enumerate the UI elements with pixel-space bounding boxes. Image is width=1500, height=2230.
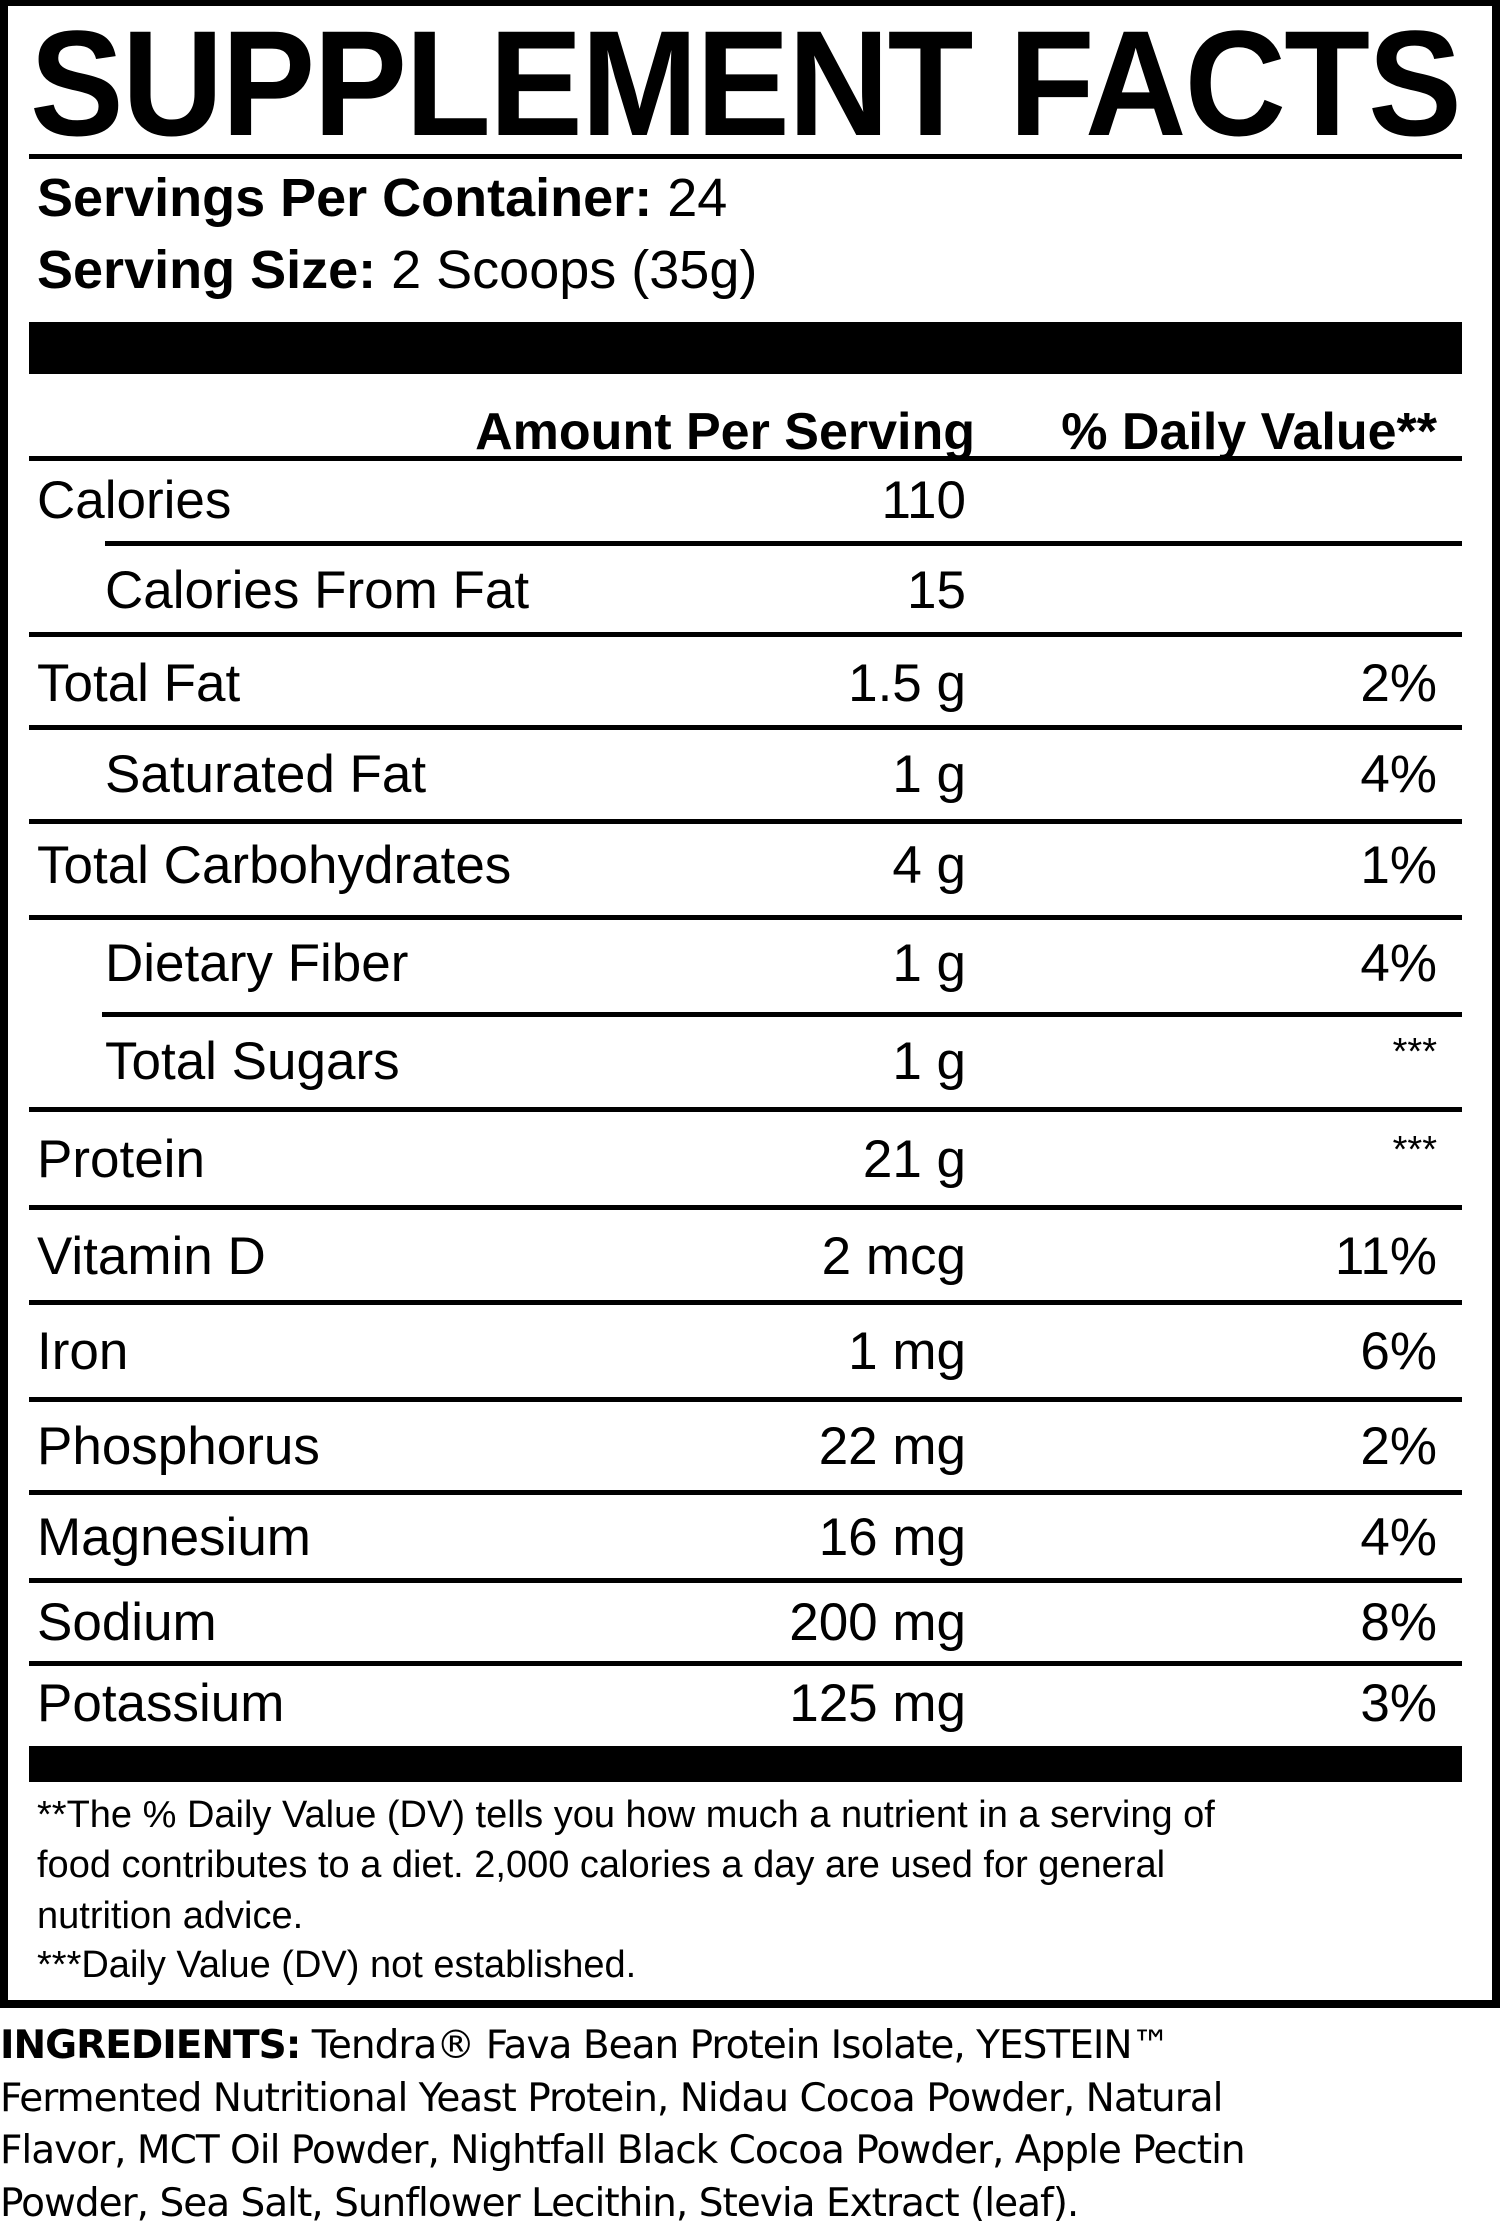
nutrient-name: Potassium [37,1674,285,1733]
nutrient-amount: 4 g [892,836,966,895]
nutrient-amount: 15 [907,561,966,620]
servings-per-container-value: 24 [667,168,728,228]
divider [29,915,1462,920]
nutrient-amount: 1 mg [848,1322,966,1381]
nutrient-row: Protein 21 g *** [0,1130,1500,1190]
nutrient-amount: 1 g [892,934,966,993]
serving-size-value: 2 Scoops (35g) [391,240,758,300]
nutrient-daily-value: 1% [1360,836,1437,895]
divider [29,1578,1462,1583]
nutrient-amount: 1 g [892,1032,966,1091]
nutrient-row: Calories From Fat 15 [0,561,1500,621]
nutrient-daily-value: 8% [1360,1593,1437,1652]
nutrient-daily-value: 4% [1360,1508,1437,1567]
ingredients: INGREDIENTS: Tendra® Fava Bean Protein I… [0,2020,1246,2230]
divider [29,725,1462,730]
nutrient-name: Vitamin D [37,1227,266,1286]
nutrient-daily-value: 6% [1360,1322,1437,1381]
nutrient-row: Magnesium 16 mg 4% [0,1508,1500,1568]
nutrient-amount: 200 mg [789,1593,966,1652]
nutrient-daily-value: 2% [1360,654,1437,713]
supplement-facts-panel [0,0,1500,2008]
nutrient-amount: 16 mg [818,1508,966,1567]
nutrient-amount: 1 g [892,745,966,804]
divider [29,1205,1462,1210]
thick-divider [29,322,1462,374]
nutrient-amount: 110 [881,471,967,530]
nutrient-row: Total Fat 1.5 g 2% [0,654,1500,714]
nutrient-row: Saturated Fat 1 g 4% [0,745,1500,805]
nutrient-name: Iron [37,1322,129,1381]
nutrient-daily-value: 4% [1360,745,1437,804]
nutrient-name: Phosphorus [37,1417,320,1476]
nutrient-daily-value: 3% [1360,1674,1437,1733]
divider [29,1397,1462,1402]
nutrient-name: Protein [37,1130,205,1189]
panel-title: SUPPLEMENT FACTS [30,0,1462,167]
footnote-line: food contributes to a diet. 2,000 calori… [37,1844,1166,1886]
nutrient-name: Total Fat [37,654,241,713]
nutrient-row: Calories 110 [0,471,1500,531]
nutrient-amount: 22 mg [818,1417,966,1476]
nutrient-row: Iron 1 mg 6% [0,1322,1500,1382]
nutrient-name: Total Sugars [105,1032,400,1091]
serving-size: Serving Size: 2 Scoops (35g) [37,240,757,300]
nutrient-name: Calories [37,471,232,530]
nutrient-row: Dietary Fiber 1 g 4% [0,934,1500,994]
nutrient-daily-value: 4% [1360,934,1437,993]
nutrient-amount: 21 g [862,1130,966,1189]
divider [29,1300,1462,1305]
nutrient-row: Phosphorus 22 mg 2% [0,1417,1500,1477]
ingredients-line: Tendra® Fava Bean Protein Isolate, YESTE… [300,2023,1171,2068]
nutrient-row: Sodium 200 mg 8% [0,1593,1500,1653]
nutrient-daily-value: *** [1392,1129,1437,1171]
divider [29,1661,1462,1666]
divider [29,154,1462,159]
nutrient-daily-value: 2% [1360,1417,1437,1476]
nutrient-row: Total Carbohydrates 4 g 1% [0,836,1500,896]
nutrient-row: Potassium 125 mg 3% [0,1674,1500,1734]
nutrient-name: Dietary Fiber [105,934,409,993]
divider [29,1107,1462,1112]
ingredients-line: Fermented Nutritional Yeast Protein, Nid… [0,2075,1224,2121]
nutrient-name: Total Carbohydrates [37,836,512,895]
nutrient-name: Sodium [37,1593,217,1652]
nutrient-amount: 125 mg [789,1674,966,1733]
divider [105,541,1462,546]
nutrient-name: Calories From Fat [105,561,530,620]
column-header-daily-value: % Daily Value** [1061,403,1437,461]
divider [29,632,1462,637]
divider [29,1490,1462,1495]
divider [102,1012,1462,1017]
servings-per-container: Servings Per Container: 24 [37,168,727,228]
footnote-line: ***Daily Value (DV) not established. [37,1944,637,1986]
nutrient-row: Vitamin D 2 mcg 11% [0,1227,1500,1287]
nutrient-amount: 2 mcg [821,1227,966,1286]
thick-divider [29,1746,1462,1782]
nutrient-name: Magnesium [37,1508,311,1567]
divider [29,819,1462,824]
serving-size-label: Serving Size: [37,240,377,300]
footnote-line: nutrition advice. [37,1895,304,1937]
ingredients-line: Powder, Sea Salt, Sunflower Lecithin, St… [0,2180,1079,2226]
nutrient-row: Total Sugars 1 g *** [0,1032,1500,1092]
nutrient-name: Saturated Fat [105,745,427,804]
nutrient-daily-value: *** [1392,1031,1437,1073]
ingredients-line: Flavor, MCT Oil Powder, Nightfall Black … [0,2128,1246,2173]
footnote-line: **The % Daily Value (DV) tells you how m… [37,1794,1215,1836]
nutrient-amount: 1.5 g [848,654,966,713]
servings-per-container-label: Servings Per Container: [37,168,653,228]
column-header-amount: Amount Per Serving [475,403,975,461]
ingredients-label: INGREDIENTS: [0,2023,301,2068]
nutrient-daily-value: 11% [1334,1227,1437,1286]
divider [29,456,1462,461]
